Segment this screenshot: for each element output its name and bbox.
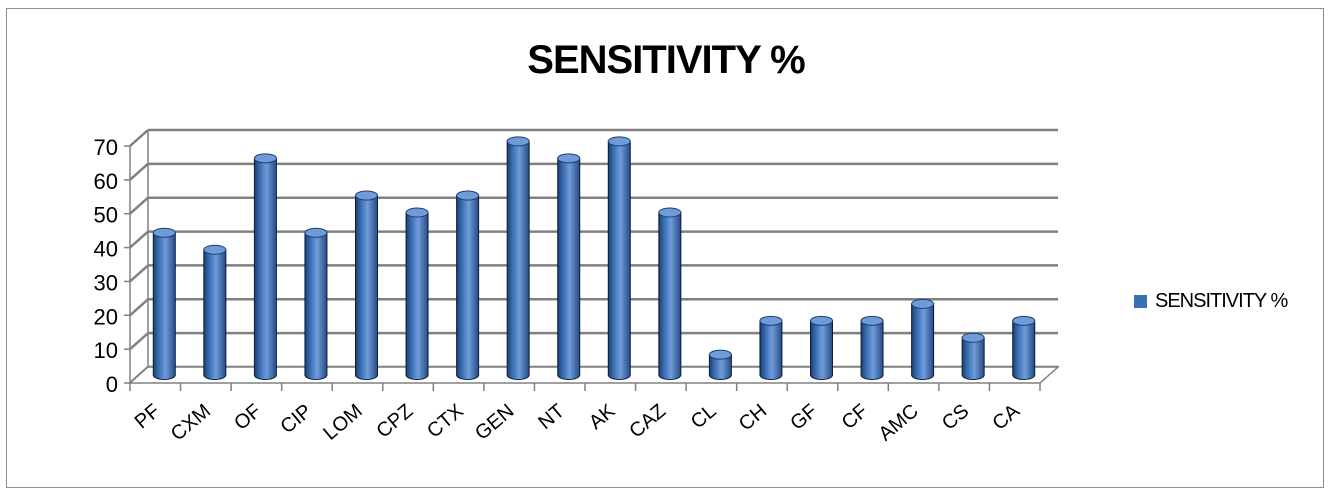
bar (152, 227, 176, 380)
bar-top (1012, 315, 1036, 326)
x-tick-label: GEN (471, 400, 518, 445)
bar-top (607, 136, 631, 147)
x-tick-label: NT (534, 400, 569, 434)
bar-top (658, 207, 682, 218)
y-tick-label: 10 (94, 338, 118, 363)
bar-body (1012, 320, 1036, 380)
bar-top (405, 207, 429, 218)
x-tick-label: AMC (875, 400, 923, 445)
axis-layer (124, 145, 1041, 391)
bar-body (607, 140, 631, 380)
bar (911, 298, 935, 380)
bar-top (506, 136, 530, 147)
legend: SENSITIVITY % (1134, 290, 1288, 313)
bar-body (253, 157, 277, 380)
bar-top (304, 227, 328, 238)
bar (304, 227, 328, 380)
bar-body (759, 320, 783, 380)
x-tick-label: CL (687, 400, 721, 433)
x-tick-label: CA (989, 400, 1025, 435)
bar (810, 315, 833, 380)
x-tick-label: OF (230, 400, 265, 435)
bar (253, 153, 277, 380)
y-tick-label: 40 (94, 237, 118, 262)
x-tick-label: CF (838, 400, 873, 434)
bar (658, 207, 682, 380)
x-tick-label: CAZ (625, 400, 670, 443)
x-tick-label: GF (786, 400, 821, 435)
bar-body (708, 354, 732, 380)
legend-label: SENSITIVITY % (1155, 290, 1288, 312)
y-tick-label: 0 (106, 372, 118, 397)
bar-body (506, 140, 530, 380)
bar-top (911, 298, 935, 309)
x-tick-label: CPZ (372, 400, 417, 443)
bar (456, 190, 480, 380)
bar-layer (152, 136, 1036, 380)
bar (557, 153, 581, 380)
gridline-side (129, 129, 149, 147)
bar-body (456, 195, 480, 380)
bar-top (557, 153, 581, 164)
gridline-side (129, 230, 149, 249)
bar-body (405, 211, 429, 380)
bar-top (759, 315, 783, 326)
x-tick-label: CTX (423, 400, 468, 443)
bar-top (456, 190, 480, 201)
bar-top (961, 332, 985, 343)
bar-body (152, 232, 176, 380)
bar-body (203, 249, 227, 380)
x-tick-label: PF (131, 400, 165, 433)
chart-title: SENSITIVITY % (527, 38, 805, 82)
bar-body (557, 157, 581, 380)
legend-swatch (1134, 295, 1147, 308)
bar (506, 136, 530, 380)
gridline-side (129, 196, 149, 215)
bar-body (860, 320, 884, 380)
bar (405, 207, 429, 380)
x-tick-label: AK (585, 400, 620, 434)
bar (961, 332, 985, 380)
bar-body (961, 337, 985, 380)
bar (708, 349, 732, 380)
x-tick-label: CS (938, 400, 973, 435)
bar-top (860, 315, 884, 326)
x-tick-label: CIP (276, 400, 316, 438)
bar (860, 315, 884, 380)
y-tick-label: 20 (94, 304, 118, 329)
bar-body (658, 211, 682, 380)
bar (607, 136, 631, 380)
bar-top (708, 349, 732, 360)
bar (759, 315, 783, 380)
y-tick-label: 60 (94, 169, 118, 194)
bar-top (253, 153, 277, 164)
bar-body (304, 232, 328, 380)
y-tick-label: 50 (94, 203, 118, 228)
bar-body (810, 320, 833, 380)
y-tick-label: 70 (94, 135, 118, 160)
bar (203, 244, 227, 380)
bar-body (911, 303, 935, 380)
gridline-side (129, 298, 149, 317)
gridline-side (129, 264, 149, 283)
x-tick-label: LOM (319, 400, 366, 445)
x-tick-label: CH (735, 400, 771, 435)
gridline-side (129, 162, 149, 181)
bar-top (355, 190, 378, 201)
y-tick-label: 30 (94, 270, 118, 295)
bar (1012, 315, 1036, 380)
x-tick-label: CXM (167, 400, 215, 445)
bar-body (355, 195, 378, 380)
bar-top (203, 244, 227, 255)
bar-top (152, 227, 176, 238)
gridline-side (129, 332, 149, 351)
bar-top (810, 315, 833, 326)
bar (355, 190, 378, 380)
